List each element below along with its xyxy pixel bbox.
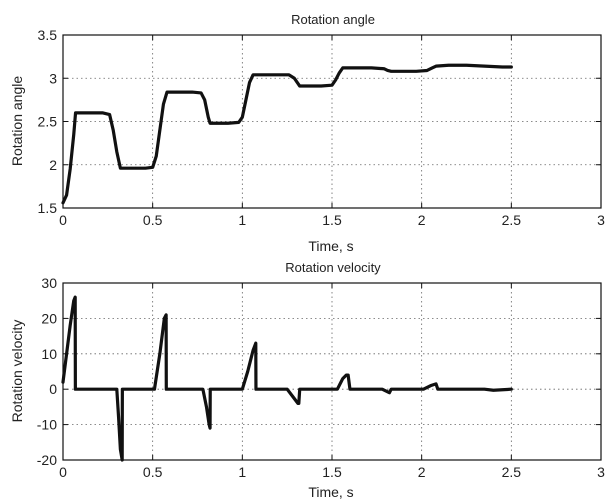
x-tick-label: 1.5 <box>322 464 342 480</box>
y-tick-label: 0 <box>49 381 57 397</box>
y-tick-label: 3 <box>49 70 57 86</box>
x-tick-label: 0.5 <box>143 212 163 228</box>
rotation-angle-chart: Rotation angle 0 0.5 1 1.5 2 2.5 31.522.533.5 … <box>9 12 605 254</box>
x-tick-label: 3 <box>597 464 605 480</box>
y-tick-label: 30 <box>41 275 57 291</box>
y-axis-label: Rotation velocity <box>9 320 25 423</box>
y-tick-label: 1.5 <box>38 200 58 216</box>
chart-title: Rotation velocity <box>285 260 381 275</box>
x-tick-label: 2 <box>418 212 426 228</box>
chart-title: Rotation angle <box>291 12 375 27</box>
grid <box>63 35 601 208</box>
plot-area <box>62 282 602 461</box>
x-tick-label: 0 <box>59 212 67 228</box>
x-axis-label: Time, s <box>308 238 353 254</box>
x-tick-label: 0.5 <box>143 464 163 480</box>
rotation-velocity-chart: Rotation velocity 0 0.5 1 1.5 2 2.5 3 -20 -10 0 10… <box>9 260 605 500</box>
axis-ticks: 0 0.5 1 1.5 2 2.5 3 1.5 2 2.5 3 3.5 <box>38 27 605 228</box>
y-tick-label: 2.5 <box>38 114 58 130</box>
x-tick-label: 2.5 <box>502 464 522 480</box>
y-tick-label: -10 <box>37 417 57 433</box>
x-tick-label: 0 <box>59 464 67 480</box>
x-tick-label: 2 <box>418 464 426 480</box>
y-tick-label: 20 <box>41 310 57 326</box>
x-tick-label: 1.5 <box>322 212 342 228</box>
y-tick-label: 10 <box>41 346 57 362</box>
x-tick-label: 1 <box>238 464 246 480</box>
series-layer <box>61 295 513 462</box>
series-layer <box>61 63 513 205</box>
y-tick-label: 3.5 <box>38 27 58 43</box>
x-tick-label: 1 <box>238 212 246 228</box>
series-line <box>61 295 513 462</box>
axis-ticks: 0 0.5 1 1.5 2 2.5 3 -20 -10 0 10 20 30 <box>37 275 605 480</box>
y-tick-label: -20 <box>37 452 57 468</box>
x-axis-label: Time, s <box>308 484 353 500</box>
y-tick-label: 2 <box>49 157 57 173</box>
series-line <box>61 63 513 205</box>
x-tick-label: 3 <box>597 212 605 228</box>
x-tick-label: 2.5 <box>502 212 522 228</box>
y-axis-label: Rotation angle <box>9 76 25 167</box>
